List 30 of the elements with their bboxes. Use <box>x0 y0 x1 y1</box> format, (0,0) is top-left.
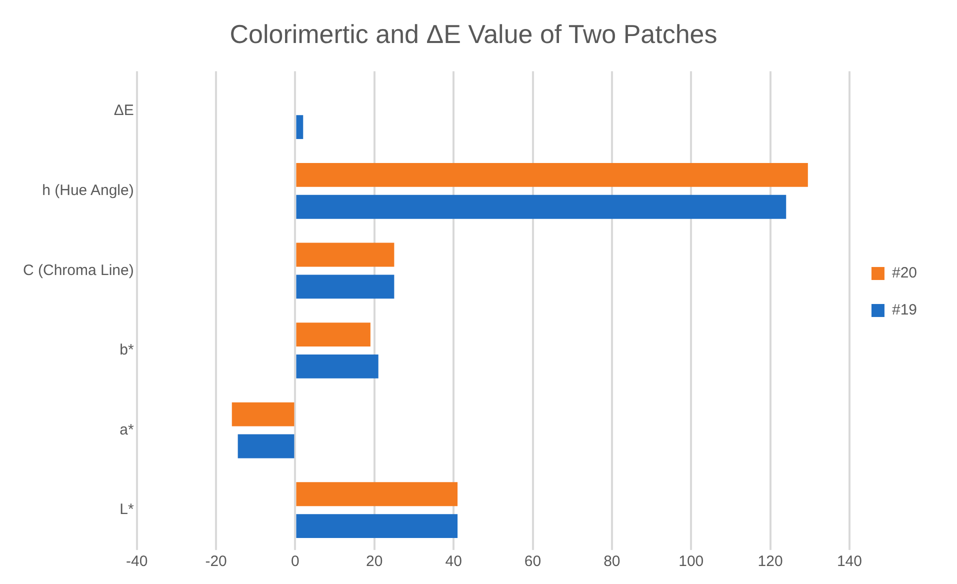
bar <box>238 434 294 458</box>
x-tick-label: 80 <box>604 553 620 570</box>
bar <box>296 242 394 267</box>
y-tick-label: a* <box>120 421 134 438</box>
y-tick-label: ΔE <box>114 102 134 120</box>
x-tick-label: 140 <box>836 553 862 570</box>
x-tick-label: 0 <box>291 553 300 570</box>
y-tick-label: b* <box>120 342 134 359</box>
bar <box>296 354 378 378</box>
x-tick-label: 100 <box>678 553 704 570</box>
bar <box>232 402 294 426</box>
x-tick-label: -40 <box>126 553 148 570</box>
bar <box>296 482 458 506</box>
legend-label: #19 <box>892 302 918 319</box>
y-tick-label: L* <box>120 501 134 518</box>
legend-label: #20 <box>892 264 918 282</box>
y-tick-label: h (Hue Angle) <box>42 182 134 200</box>
bar <box>296 194 786 219</box>
bar <box>296 514 458 538</box>
x-tick-label: 40 <box>445 553 462 570</box>
x-tick-label: -20 <box>205 553 227 570</box>
bar <box>296 274 394 299</box>
x-tick-label: 20 <box>366 553 383 570</box>
x-tick-label: 60 <box>524 553 542 570</box>
x-tick-label: 120 <box>758 553 783 570</box>
bar <box>296 115 304 140</box>
y-tick-label: C (Chroma Line) <box>22 262 134 279</box>
bar <box>296 162 808 187</box>
chart-title: Colorimertic and ΔE Value of Two Patches <box>230 18 718 49</box>
bar <box>296 322 370 347</box>
